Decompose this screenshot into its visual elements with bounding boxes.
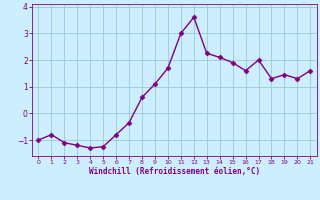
X-axis label: Windchill (Refroidissement éolien,°C): Windchill (Refroidissement éolien,°C) <box>89 167 260 176</box>
